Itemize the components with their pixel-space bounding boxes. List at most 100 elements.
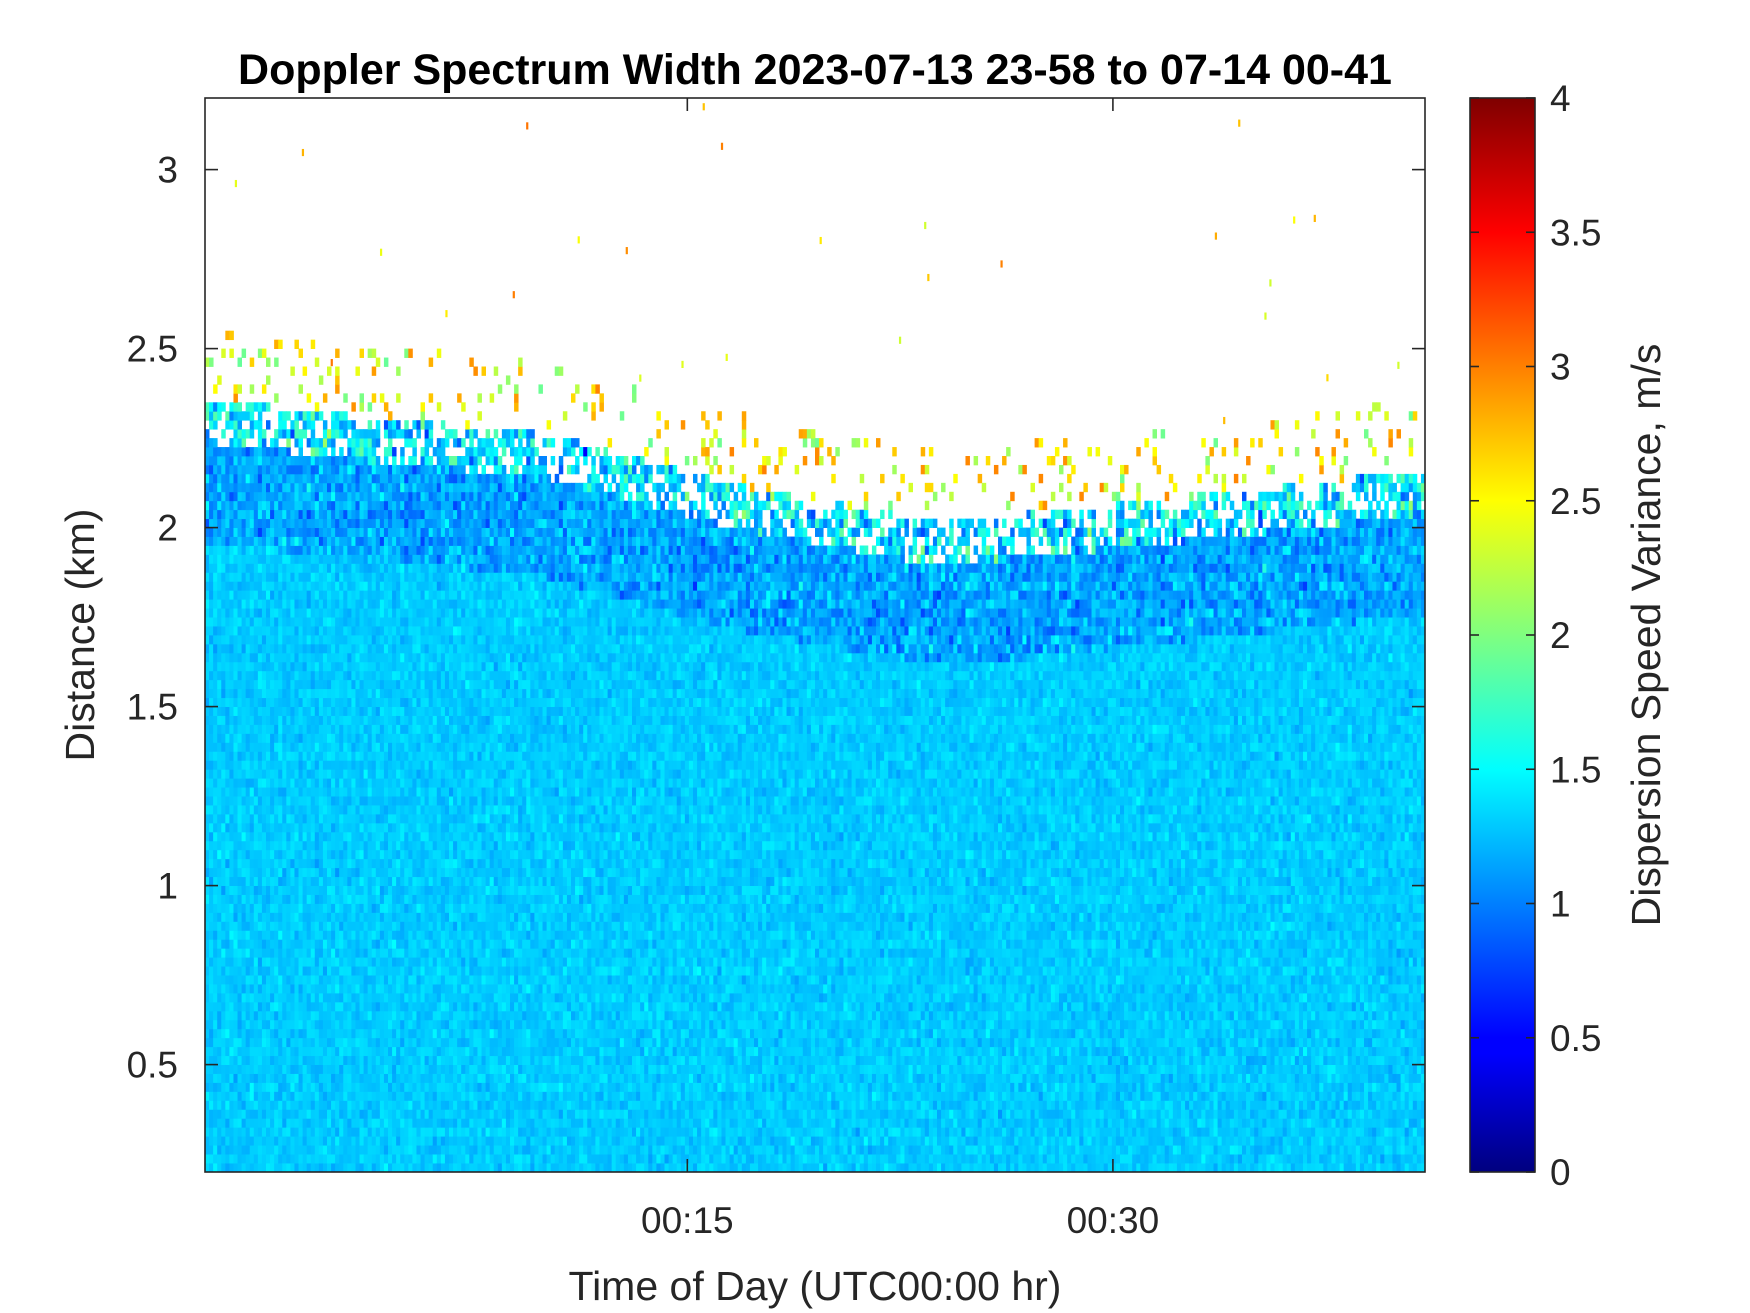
heatmap-cell <box>221 716 225 725</box>
heatmap-cell <box>416 868 420 877</box>
heatmap-cell <box>278 760 282 769</box>
heatmap-cell <box>412 653 416 662</box>
heatmap-cell <box>392 671 396 680</box>
heatmap-cell <box>270 447 274 456</box>
heatmap-cell <box>412 1091 416 1100</box>
heatmap-cell <box>437 608 441 617</box>
heatmap-cell <box>217 904 221 913</box>
heatmap-cell <box>278 492 282 501</box>
heatmap-cell <box>384 930 388 939</box>
heatmap-cell <box>339 456 343 465</box>
heatmap-cell <box>404 814 408 823</box>
heatmap-cell <box>254 528 258 537</box>
heatmap-cell <box>355 599 359 608</box>
heatmap-cell <box>282 895 286 904</box>
heatmap-cell <box>319 528 323 537</box>
heatmap-cell <box>441 1056 445 1065</box>
heatmap-cell <box>233 787 237 796</box>
heatmap-cell <box>270 975 274 984</box>
heatmap-cell <box>355 662 359 671</box>
heatmap-cell <box>327 608 331 617</box>
heatmap-cell <box>376 1038 380 1047</box>
heatmap-cell <box>421 1118 425 1127</box>
heatmap-cell <box>221 877 225 886</box>
heatmap-cell <box>323 1047 327 1056</box>
heatmap-cell <box>290 707 294 716</box>
heatmap-cell <box>429 904 433 913</box>
heatmap-cell <box>380 492 384 501</box>
heatmap-cell <box>254 805 258 814</box>
heatmap-cell <box>323 993 327 1002</box>
heatmap-cell <box>315 751 319 760</box>
heatmap-cell <box>425 590 429 599</box>
heatmap-cell <box>400 492 404 501</box>
heatmap-cell <box>372 519 376 528</box>
heatmap-cell <box>351 957 355 966</box>
heatmap-cell <box>376 742 380 751</box>
heatmap-cell <box>233 617 237 626</box>
heatmap-cell <box>209 590 213 599</box>
heatmap-cell <box>429 966 433 975</box>
heatmap-cell <box>429 644 433 653</box>
heatmap-cell <box>278 769 282 778</box>
heatmap-cell <box>327 474 331 483</box>
heatmap-cell <box>433 1011 437 1020</box>
heatmap-cell <box>416 707 420 716</box>
heatmap-cell <box>307 554 311 563</box>
heatmap-cell <box>238 447 242 456</box>
heatmap-cell <box>437 1163 441 1172</box>
heatmap-cell <box>209 841 213 850</box>
heatmap-cell <box>355 912 359 921</box>
heatmap-cell <box>388 823 392 832</box>
heatmap-cell <box>343 1074 347 1083</box>
heatmap-cell <box>233 850 237 859</box>
heatmap-cell <box>416 877 420 886</box>
heatmap-cell <box>429 733 433 742</box>
heatmap-cell <box>229 465 233 474</box>
heatmap-cell <box>331 528 335 537</box>
heatmap-cell <box>355 850 359 859</box>
heatmap-cell <box>213 662 217 671</box>
heatmap-cell <box>319 1100 323 1109</box>
heatmap-cell <box>364 1029 368 1038</box>
heatmap-cell <box>213 680 217 689</box>
heatmap-cell <box>286 671 290 680</box>
heatmap-cell <box>437 644 441 653</box>
heatmap-cell <box>262 572 266 581</box>
heatmap-cell <box>254 725 258 734</box>
heatmap-cell <box>412 1083 416 1092</box>
heatmap-cell <box>242 519 246 528</box>
heatmap-cell <box>299 563 303 572</box>
heatmap-cell <box>412 1056 416 1065</box>
heatmap-cell <box>229 1154 233 1163</box>
heatmap-cell <box>323 581 327 590</box>
heatmap-cell <box>392 420 396 429</box>
heatmap-cell <box>441 796 445 805</box>
heatmap-cell <box>266 993 270 1002</box>
heatmap-cell <box>412 563 416 572</box>
heatmap-cell <box>441 1118 445 1127</box>
heatmap-cell <box>242 1091 246 1100</box>
heatmap-cell <box>339 1038 343 1047</box>
heatmap-cell <box>282 877 286 886</box>
heatmap-cell <box>380 742 384 751</box>
heatmap-cell <box>282 447 286 456</box>
heatmap-cell <box>376 528 380 537</box>
heatmap-cell <box>441 707 445 716</box>
heatmap-cell <box>388 510 392 519</box>
heatmap-cell <box>339 510 343 519</box>
heatmap-cell <box>372 1074 376 1083</box>
heatmap-cell <box>319 546 323 555</box>
heatmap-cell <box>335 429 339 438</box>
heatmap-cell <box>229 725 233 734</box>
heatmap-cell <box>221 698 225 707</box>
heatmap-cell <box>307 859 311 868</box>
heatmap-cell <box>282 957 286 966</box>
heatmap-cell <box>250 957 254 966</box>
heatmap-cell <box>376 1083 380 1092</box>
heatmap-cell <box>347 1091 351 1100</box>
heatmap-cell <box>404 626 408 635</box>
heatmap-cell <box>258 984 262 993</box>
heatmap-cell <box>242 438 246 447</box>
heatmap-cell <box>262 930 266 939</box>
